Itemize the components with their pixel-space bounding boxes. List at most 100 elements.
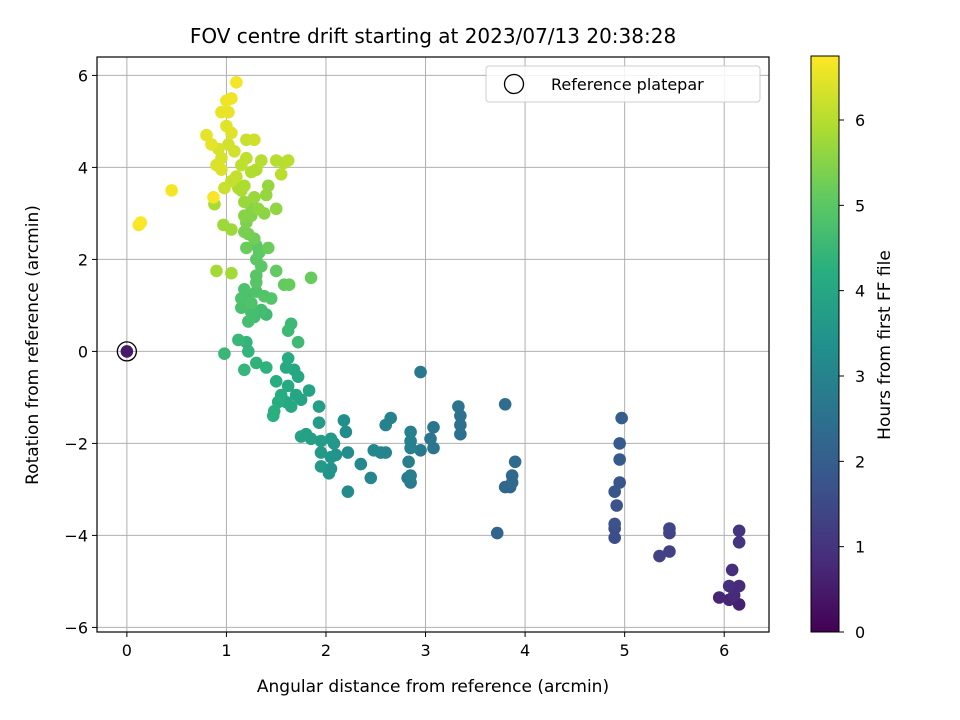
data-point-2 (712, 591, 726, 604)
y-tick-label-5: 4 (78, 158, 88, 177)
data-point-169 (225, 92, 238, 105)
data-point-49 (367, 444, 381, 457)
data-point-70 (302, 384, 316, 397)
data-point-117 (304, 271, 318, 285)
data-point-147 (274, 168, 288, 181)
data-point-150 (240, 151, 253, 165)
data-point-18 (613, 476, 626, 489)
colorbar: 0 1 2 3 4 5 6 Hours from first FF file (810, 55, 895, 642)
data-point-153 (218, 181, 231, 195)
data-point-8 (732, 524, 746, 538)
x-tick-label-5: 5 (620, 641, 630, 660)
data-point-79 (281, 352, 295, 365)
data-point-20 (613, 437, 626, 450)
data-point-41 (402, 455, 415, 469)
data-point-91 (218, 347, 231, 361)
y-tick-label-6: 6 (78, 66, 88, 85)
data-point-164 (205, 138, 218, 151)
data-point-37 (414, 444, 427, 457)
data-point-7 (732, 536, 746, 549)
x-axis-label: Angular distance from reference (arcmin) (257, 677, 609, 697)
y-tick-label-3: 0 (78, 342, 88, 361)
data-points (132, 76, 746, 611)
data-point-90 (232, 333, 245, 347)
x-tick-label-4: 4 (520, 641, 530, 660)
data-point-174 (134, 216, 148, 229)
colorbar-gradient (810, 55, 840, 633)
data-point-21 (615, 411, 628, 425)
data-point-54 (339, 425, 353, 439)
data-point-51 (354, 457, 368, 471)
data-point-26 (505, 469, 519, 482)
data-point-109 (249, 269, 263, 282)
data-point-40 (404, 469, 417, 482)
data-point-85 (259, 361, 273, 374)
data-point-16 (610, 499, 623, 512)
data-point-103 (238, 283, 251, 296)
data-point-5 (722, 579, 736, 593)
x-tick-label-0: 0 (122, 641, 132, 660)
y-tick-label-4: 2 (78, 250, 88, 269)
data-point-10 (653, 549, 666, 563)
data-point-157 (222, 138, 235, 151)
x-axis-ticks: 0 1 2 3 4 5 6 (122, 632, 729, 660)
data-point-34 (424, 432, 437, 446)
data-point-27 (508, 455, 522, 469)
data-point-66 (312, 400, 326, 413)
data-point-6 (725, 563, 739, 577)
data-point-100 (235, 301, 248, 315)
colorbar-tick-label-1: 1 (855, 538, 865, 557)
data-point-163 (220, 119, 233, 133)
data-point-144 (254, 154, 268, 167)
data-point-93 (281, 324, 295, 338)
data-point-12 (663, 522, 676, 535)
legend-reference-marker (503, 73, 525, 95)
data-point-35 (427, 421, 440, 434)
data-point-82 (269, 375, 283, 388)
data-point-3 (727, 588, 741, 602)
data-point-135 (217, 218, 230, 232)
data-point-165 (200, 128, 213, 142)
reference-point-marker (116, 341, 138, 362)
data-point-43 (404, 434, 417, 448)
data-point-63 (314, 446, 328, 459)
data-point-119 (240, 241, 253, 255)
colorbar-tick-label-5: 5 (855, 196, 865, 215)
data-point-52 (341, 485, 355, 499)
colorbar-tick-label-4: 4 (855, 282, 865, 301)
y-tick-label-1: −4 (64, 526, 88, 545)
data-point-99 (242, 315, 255, 328)
data-point-107 (264, 292, 278, 305)
data-point-128 (251, 202, 265, 216)
data-point-118 (261, 241, 275, 255)
y-axis-ticks: −6 −4 −2 0 2 4 6 (64, 66, 97, 637)
data-point-94 (291, 335, 305, 349)
data-point-172 (207, 191, 220, 204)
legend-box (485, 65, 761, 103)
x-tick-label-2: 2 (321, 641, 331, 660)
data-point-53 (341, 446, 355, 459)
data-point-65 (312, 416, 326, 430)
data-point-69 (294, 430, 308, 443)
data-point-161 (215, 163, 228, 176)
data-point-13 (608, 531, 621, 544)
legend-label: Reference platepar (551, 75, 704, 94)
colorbar-label: Hours from first FF file (875, 250, 895, 440)
data-point-170 (230, 76, 243, 89)
data-point-62 (314, 460, 328, 473)
data-point-77 (281, 379, 295, 393)
data-point-15 (608, 517, 621, 531)
y-tick-label-2: −2 (64, 434, 88, 453)
data-point-131 (261, 179, 275, 193)
data-point-167 (222, 105, 235, 119)
data-point-171 (165, 184, 178, 197)
data-point-84 (267, 404, 281, 418)
data-point-143 (249, 163, 263, 176)
legend: Reference platepar (485, 65, 761, 103)
colorbar-tick-label-3: 3 (855, 367, 865, 386)
reference-marker-group (116, 341, 138, 362)
data-point-19 (613, 453, 626, 466)
chart-title: FOV centre drift starting at 2023/07/13 … (190, 24, 676, 48)
data-point-28 (498, 398, 512, 411)
